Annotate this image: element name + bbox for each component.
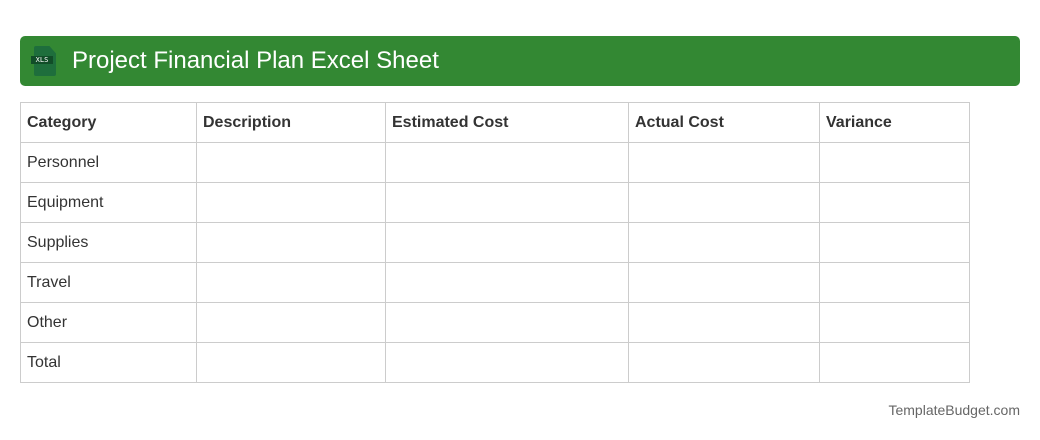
column-header: Category	[20, 102, 197, 143]
table-row: Personnel	[20, 142, 970, 183]
table-cell[interactable]	[819, 262, 970, 303]
table-row: Equipment	[20, 182, 970, 223]
table-cell[interactable]	[385, 342, 629, 383]
table-cell[interactable]	[196, 262, 386, 303]
footer-brand: TemplateBudget.com	[888, 402, 1020, 418]
table-cell[interactable]	[385, 182, 629, 223]
table-cell[interactable]	[628, 142, 820, 183]
table-row: Other	[20, 302, 970, 343]
table-cell[interactable]: Supplies	[20, 222, 197, 263]
table-cell[interactable]	[628, 302, 820, 343]
column-header: Estimated Cost	[385, 102, 629, 143]
table-cell[interactable]	[628, 182, 820, 223]
financial-plan-table: Category Description Estimated Cost Actual …	[20, 102, 970, 383]
table-cell[interactable]: Other	[20, 302, 197, 343]
xls-file-icon: XLS	[31, 46, 57, 76]
table-cell[interactable]: Total	[20, 342, 197, 383]
table-cell[interactable]	[819, 142, 970, 183]
table-cell[interactable]	[819, 222, 970, 263]
table-cell[interactable]	[196, 342, 386, 383]
table-cell[interactable]: Personnel	[20, 142, 197, 183]
table-cell[interactable]: Equipment	[20, 182, 197, 223]
table-row: Total	[20, 342, 970, 383]
table-cell[interactable]	[819, 182, 970, 223]
table-cell[interactable]	[628, 342, 820, 383]
page-title: Project Financial Plan Excel Sheet	[72, 47, 439, 74]
table-cell[interactable]	[628, 262, 820, 303]
table-cell[interactable]	[196, 182, 386, 223]
table-cell[interactable]	[819, 302, 970, 343]
table-cell[interactable]	[628, 222, 820, 263]
table-cell[interactable]: Travel	[20, 262, 197, 303]
table-cell[interactable]	[385, 142, 629, 183]
column-header: Description	[196, 102, 386, 143]
table-cell[interactable]	[385, 222, 629, 263]
table-cell[interactable]	[819, 342, 970, 383]
table-row: Travel	[20, 262, 970, 303]
table-cell[interactable]	[385, 262, 629, 303]
table-cell[interactable]	[196, 222, 386, 263]
column-header: Actual Cost	[628, 102, 820, 143]
table-cell[interactable]	[196, 142, 386, 183]
table-cell[interactable]	[385, 302, 629, 343]
table-cell[interactable]	[196, 302, 386, 343]
table-row: Supplies	[20, 222, 970, 263]
column-header: Variance	[819, 102, 970, 143]
header-banner: XLS Project Financial Plan Excel Sheet	[20, 36, 1020, 86]
